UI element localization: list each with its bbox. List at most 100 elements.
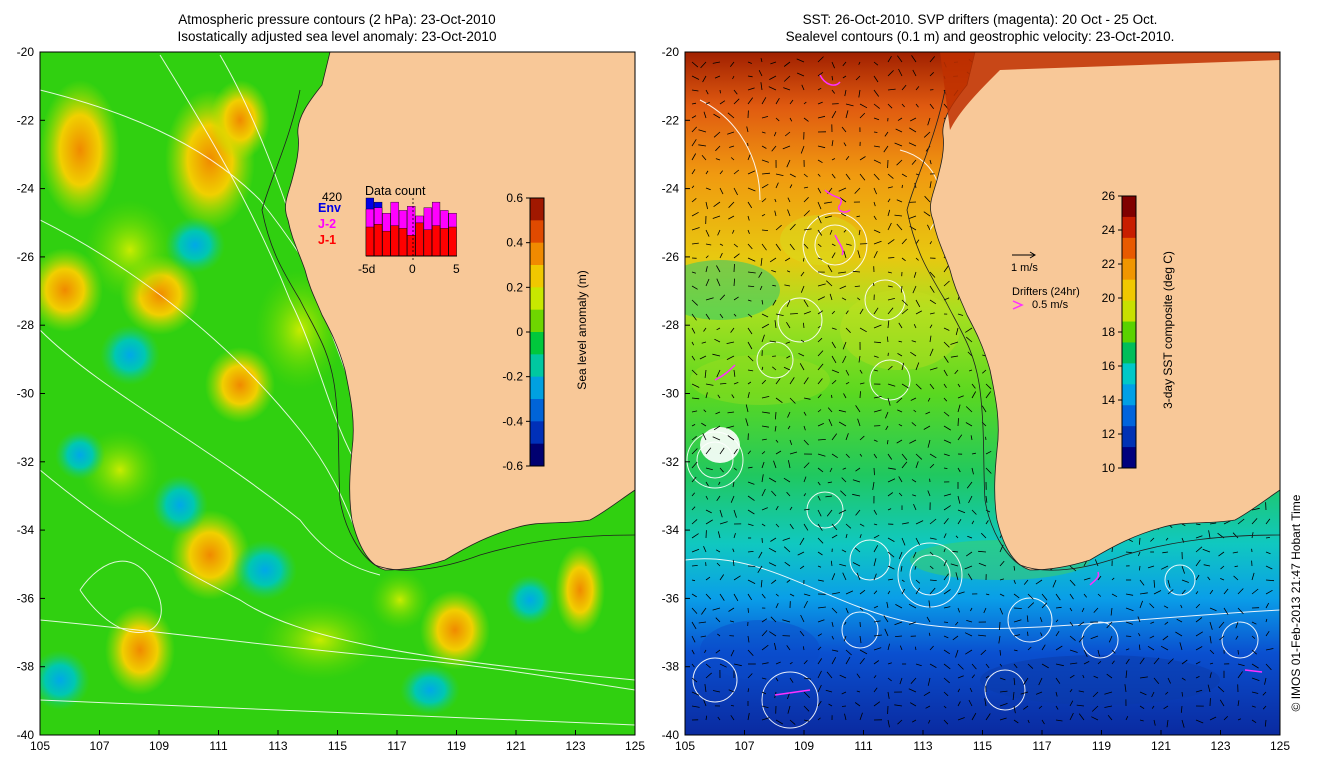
right-colorbar-tick: 20 [1102,291,1116,305]
left-lon-ticks: 105 107 109 111 113 115 117 119 121 123 125 [30,730,645,753]
data-count-bar [440,228,449,257]
velocity-arrow [1163,705,1169,710]
velocity-arrow [896,159,903,166]
velocity-arrow [897,55,903,63]
velocity-arrow [895,128,903,133]
velocity-arrow [895,604,903,609]
velocity-arrow [1195,719,1204,724]
velocity-arrow [901,537,906,546]
velocity-arrow [858,61,861,65]
velocity-arrow [873,396,882,399]
velocity-arrow [789,661,793,665]
velocity-arrow [971,467,974,475]
data-count-bar [398,228,408,257]
velocity-arrow [803,228,812,231]
velocity-arrow [691,369,698,376]
velocity-arrow [775,439,779,443]
velocity-arrow [901,461,908,469]
velocity-arrow [887,198,891,203]
velocity-arrow [970,607,973,612]
velocity-arrow [859,112,866,119]
velocity-arrow [1125,670,1128,679]
velocity-arrow [1251,518,1258,525]
velocity-arrow [1012,691,1015,701]
left-lon-tick: 117 [387,739,406,753]
velocity-arrow [1069,621,1074,627]
velocity-arrow [840,213,847,217]
right-lat-tick: -38 [662,660,680,674]
velocity-arrow [705,266,708,273]
velocity-arrow [747,87,755,91]
velocity-arrow [843,229,847,233]
velocity-arrow [929,103,935,109]
velocity-arrow [1219,635,1225,641]
velocity-arrow [901,308,909,315]
velocity-arrow [817,423,824,427]
velocity-arrow [950,563,959,567]
legend-j1: J-1 [318,233,336,247]
velocity-arrow [747,673,753,679]
velocity-arrow [887,70,894,77]
velocity-arrow [817,229,823,236]
velocity-arrow [713,425,721,431]
velocity-arrow [955,535,959,539]
velocity-arrow [702,75,707,83]
velocity-arrow [1195,631,1204,637]
velocity-arrow [774,425,777,432]
velocity-arrow [789,439,793,446]
velocity-arrow [1166,719,1169,728]
velocity-arrow [716,278,721,287]
velocity-arrow [1265,537,1270,539]
velocity-arrow [691,476,697,483]
velocity-arrow [691,506,696,511]
velocity-arrow [884,628,889,637]
velocity-arrow [731,394,735,399]
velocity-arrow [761,116,769,119]
right-colorbar-tick: 14 [1102,393,1116,407]
velocity-arrow [1125,716,1129,721]
velocity-arrow [716,369,721,378]
velocity-arrow [886,336,889,343]
velocity-arrow [873,187,877,195]
velocity-arrow [943,341,950,348]
velocity-arrow [912,285,917,294]
velocity-arrow [925,411,931,415]
velocity-arrow [898,322,903,329]
velocity-arrow [965,422,973,427]
velocity-arrow [842,355,847,364]
velocity-arrow [747,466,753,469]
velocity-arrow [1055,677,1061,684]
left-lon-tick: 111 [209,739,228,753]
velocity-arrow [715,549,721,553]
velocity-arrow [733,313,737,317]
velocity-arrow [733,253,740,259]
left-lat-tick: -34 [17,523,35,537]
data-count-bar [448,226,457,257]
velocity-arrow [999,717,1007,721]
velocity-arrow [770,537,777,542]
velocity-arrow [1175,631,1183,637]
velocity-arrow [1237,649,1239,655]
velocity-arrow [758,70,763,77]
velocity-arrow [1041,593,1048,601]
velocity-arrow [768,562,777,567]
velocity-arrow [1223,607,1229,615]
velocity-arrow [908,603,917,609]
velocity-arrow [703,409,707,413]
velocity-arrow [730,705,735,707]
right-lat-tick: -22 [662,113,680,127]
velocity-arrow [1202,548,1211,553]
velocity-arrow [703,327,707,332]
velocity-arrow [1149,603,1155,609]
velocity-arrow [768,477,777,483]
velocity-arrow [705,672,712,679]
velocity-arrow [1124,684,1127,693]
velocity-arrow [1055,691,1058,697]
velocity-arrow [1209,522,1217,525]
right-lat-tick: -36 [662,591,680,605]
velocity-arrow [1181,677,1186,681]
right-lat-tick: -28 [662,318,680,332]
velocity-arrow [1069,579,1076,586]
velocity-arrow [716,562,721,567]
velocity-arrow [884,131,889,137]
